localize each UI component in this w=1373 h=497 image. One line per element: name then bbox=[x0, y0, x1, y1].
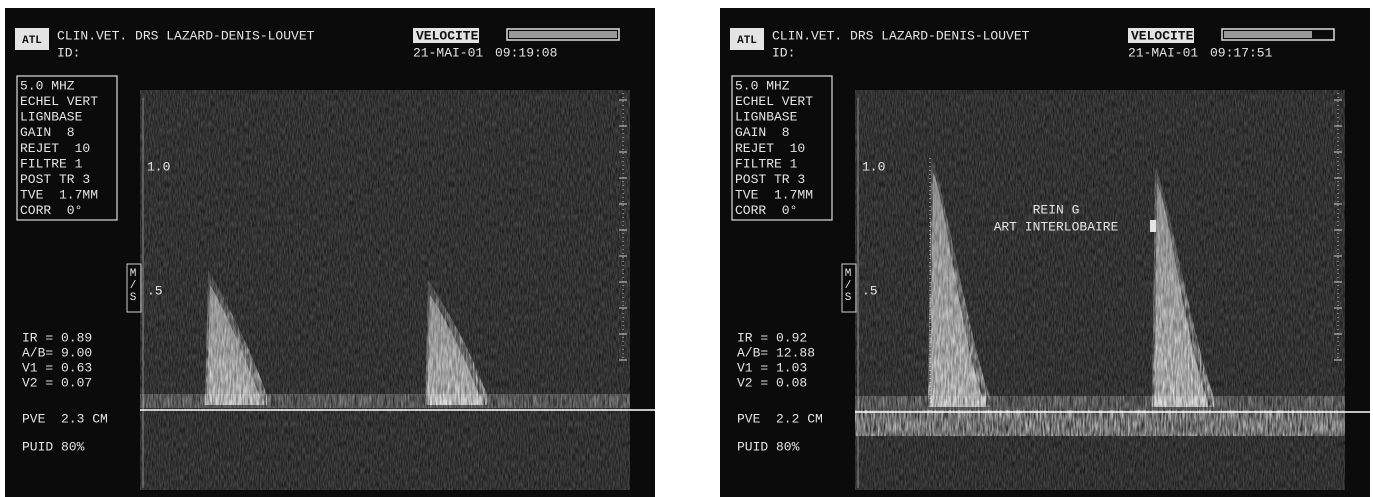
setting: TVE 1.7MM bbox=[20, 188, 98, 203]
sample-depth: PVE 2.3 CM bbox=[22, 411, 108, 426]
level-fill bbox=[509, 31, 617, 38]
level-fill bbox=[1224, 31, 1312, 38]
diastolic-flow bbox=[140, 394, 630, 408]
setting: LIGNBASE bbox=[20, 110, 83, 125]
setting: ECHEL VERT bbox=[20, 94, 98, 109]
ultrasound-panel: ATL CLIN.VET. DRS LAZARD-DENIS-LOUVET ID: V… bbox=[5, 8, 655, 497]
measurement: V1 = 0.63 bbox=[22, 360, 92, 375]
ultrasound-panel: ATL CLIN.VET. DRS LAZARD-DENIS-LOUVET ID: V… bbox=[720, 8, 1370, 497]
wall-filter-band bbox=[855, 410, 1345, 436]
setting: POST TR 3 bbox=[735, 172, 805, 187]
setting: 5.0 MHZ bbox=[20, 78, 75, 93]
setting: CORR 0° bbox=[735, 203, 797, 218]
mode: VELOCITE bbox=[1131, 28, 1194, 43]
setting: 5.0 MHZ bbox=[735, 78, 790, 93]
unit-label: M/S bbox=[127, 268, 139, 304]
setting: LIGNBASE bbox=[735, 110, 798, 125]
measurement: A/B= 12.88 bbox=[737, 345, 815, 360]
setting: GAIN 8 bbox=[735, 125, 790, 140]
annotation: REIN G bbox=[1033, 202, 1080, 217]
annotation: ART INTERLOBAIRE bbox=[994, 219, 1119, 234]
scale-label: .5 bbox=[862, 283, 878, 298]
patient-id: ID: bbox=[772, 45, 795, 60]
setting: REJET 10 bbox=[735, 141, 805, 156]
text-cursor bbox=[1150, 220, 1156, 232]
diastolic-flow bbox=[855, 396, 1345, 410]
setting: FILTRE 1 bbox=[735, 156, 798, 171]
patient-id: ID: bbox=[57, 45, 80, 60]
measurement: A/B= 9.00 bbox=[22, 345, 92, 360]
scale-label: 1.0 bbox=[147, 159, 170, 174]
setting: CORR 0° bbox=[20, 203, 82, 218]
measurement: V2 = 0.08 bbox=[737, 375, 807, 390]
measurement: IR = 0.92 bbox=[737, 330, 807, 345]
date: 21-MAI-01 bbox=[413, 45, 483, 60]
time: 09:17:51 bbox=[1210, 45, 1273, 60]
setting: FILTRE 1 bbox=[20, 156, 83, 171]
output-power: PUID 80% bbox=[22, 439, 85, 454]
body: ATL CLIN.VET. DRS LAZARD-DENIS-LOUVET ID: V… bbox=[0, 0, 1373, 497]
setting: GAIN 8 bbox=[20, 125, 75, 140]
setting: POST TR 3 bbox=[20, 172, 90, 187]
unit-label: M/S bbox=[842, 268, 854, 304]
scale-label: .5 bbox=[147, 283, 163, 298]
setting: TVE 1.7MM bbox=[735, 188, 813, 203]
clinic-name: CLIN.VET. DRS LAZARD-DENIS-LOUVET bbox=[57, 28, 315, 43]
logo: ATL bbox=[22, 35, 42, 47]
scale-label: 1.0 bbox=[862, 159, 885, 174]
mode: VELOCITE bbox=[416, 28, 479, 43]
logo: ATL bbox=[737, 35, 757, 47]
measurement: IR = 0.89 bbox=[22, 330, 92, 345]
time: 09:19:08 bbox=[495, 45, 557, 60]
page: {"panels": [ {"logo": "ATL", "clinic": "… bbox=[0, 0, 1373, 497]
date: 21-MAI-01 bbox=[1128, 45, 1198, 60]
measurement: V1 = 1.03 bbox=[737, 360, 807, 375]
output-power: PUID 80% bbox=[737, 439, 800, 454]
clinic-name: CLIN.VET. DRS LAZARD-DENIS-LOUVET bbox=[772, 28, 1030, 43]
measurement: V2 = 0.07 bbox=[22, 375, 92, 390]
screenshot: ATL CLIN.VET. DRS LAZARD-DENIS-LOUVET ID: V… bbox=[0, 0, 1373, 497]
setting: REJET 10 bbox=[20, 141, 90, 156]
setting: ECHEL VERT bbox=[735, 94, 813, 109]
sample-depth: PVE 2.2 CM bbox=[737, 411, 823, 426]
